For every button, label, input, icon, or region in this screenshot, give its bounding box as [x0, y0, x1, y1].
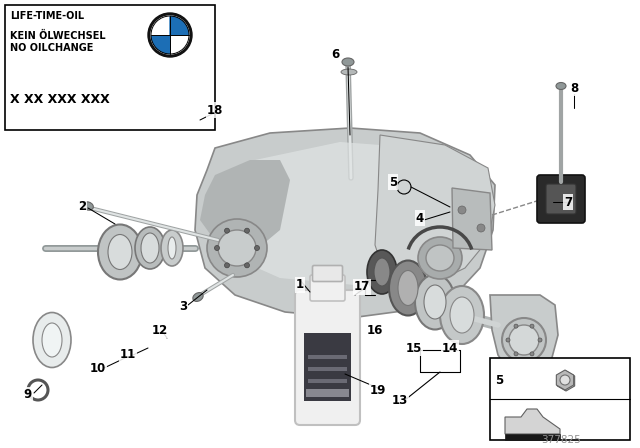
Ellipse shape — [42, 323, 62, 357]
Circle shape — [225, 263, 230, 268]
Polygon shape — [212, 142, 478, 285]
Text: 14: 14 — [442, 341, 458, 354]
FancyBboxPatch shape — [308, 367, 347, 371]
Text: KEIN ÖLWECHSEL: KEIN ÖLWECHSEL — [10, 31, 106, 41]
Ellipse shape — [218, 230, 256, 266]
Circle shape — [458, 206, 466, 214]
Ellipse shape — [108, 234, 132, 270]
Ellipse shape — [502, 318, 546, 362]
FancyBboxPatch shape — [306, 389, 349, 397]
Ellipse shape — [141, 233, 159, 263]
Text: 10: 10 — [90, 362, 106, 375]
Ellipse shape — [207, 219, 267, 277]
FancyBboxPatch shape — [295, 290, 360, 425]
Ellipse shape — [556, 82, 566, 90]
FancyBboxPatch shape — [537, 175, 585, 223]
Ellipse shape — [342, 58, 354, 66]
Ellipse shape — [398, 271, 418, 306]
Text: LIFE-TIME-OIL: LIFE-TIME-OIL — [10, 11, 84, 21]
FancyBboxPatch shape — [308, 379, 347, 383]
Ellipse shape — [161, 230, 183, 266]
Text: 1: 1 — [296, 279, 304, 292]
Text: 8: 8 — [570, 82, 578, 95]
Ellipse shape — [450, 297, 474, 333]
Text: 17: 17 — [354, 280, 370, 293]
Wedge shape — [152, 17, 170, 35]
Ellipse shape — [374, 258, 390, 286]
Circle shape — [244, 228, 250, 233]
Polygon shape — [195, 128, 495, 318]
Ellipse shape — [389, 260, 427, 315]
Ellipse shape — [193, 293, 203, 302]
Ellipse shape — [424, 285, 446, 319]
Circle shape — [560, 375, 570, 385]
Circle shape — [151, 16, 189, 54]
Circle shape — [214, 246, 220, 250]
Circle shape — [506, 338, 510, 342]
Circle shape — [538, 338, 542, 342]
Polygon shape — [505, 409, 560, 434]
Text: X XX XXX XXX: X XX XXX XXX — [10, 93, 109, 106]
FancyBboxPatch shape — [5, 5, 215, 130]
FancyBboxPatch shape — [505, 434, 560, 440]
FancyBboxPatch shape — [490, 358, 630, 440]
Text: 12: 12 — [152, 323, 168, 336]
Text: 13: 13 — [392, 393, 408, 406]
Polygon shape — [490, 295, 558, 378]
Circle shape — [255, 246, 259, 250]
Circle shape — [530, 352, 534, 356]
Circle shape — [514, 324, 518, 328]
Text: 3: 3 — [179, 300, 187, 313]
Text: 15: 15 — [406, 341, 422, 354]
Circle shape — [530, 324, 534, 328]
Text: 4: 4 — [416, 211, 424, 224]
Ellipse shape — [418, 237, 462, 279]
Polygon shape — [452, 188, 492, 250]
Polygon shape — [375, 135, 495, 290]
Ellipse shape — [135, 227, 165, 269]
Polygon shape — [304, 290, 326, 320]
Text: 5: 5 — [495, 374, 503, 387]
Ellipse shape — [33, 313, 71, 367]
FancyBboxPatch shape — [546, 184, 576, 214]
Wedge shape — [170, 17, 189, 35]
Text: 18: 18 — [207, 103, 223, 116]
Circle shape — [514, 352, 518, 356]
Text: 2: 2 — [78, 199, 86, 212]
Text: 7: 7 — [564, 195, 572, 208]
Circle shape — [148, 13, 192, 57]
Wedge shape — [170, 35, 189, 53]
Ellipse shape — [168, 237, 176, 259]
Circle shape — [225, 228, 230, 233]
FancyBboxPatch shape — [310, 275, 345, 301]
Ellipse shape — [440, 286, 484, 344]
Text: 377825: 377825 — [541, 435, 581, 445]
FancyBboxPatch shape — [312, 266, 342, 281]
Circle shape — [244, 263, 250, 268]
Circle shape — [477, 224, 485, 232]
Ellipse shape — [509, 325, 539, 355]
Ellipse shape — [98, 224, 142, 280]
Text: NO OILCHANGE: NO OILCHANGE — [10, 43, 93, 53]
Ellipse shape — [83, 202, 93, 210]
Text: 19: 19 — [370, 383, 386, 396]
FancyBboxPatch shape — [308, 355, 347, 359]
Ellipse shape — [415, 275, 455, 329]
FancyBboxPatch shape — [304, 333, 351, 401]
Ellipse shape — [426, 245, 454, 271]
Text: 5: 5 — [389, 176, 397, 189]
Text: 11: 11 — [120, 349, 136, 362]
Text: 6: 6 — [331, 48, 339, 61]
Text: 16: 16 — [367, 323, 383, 336]
Wedge shape — [152, 35, 170, 53]
Text: 9: 9 — [24, 388, 32, 401]
Polygon shape — [200, 160, 290, 255]
Ellipse shape — [341, 69, 357, 75]
Ellipse shape — [367, 250, 397, 294]
